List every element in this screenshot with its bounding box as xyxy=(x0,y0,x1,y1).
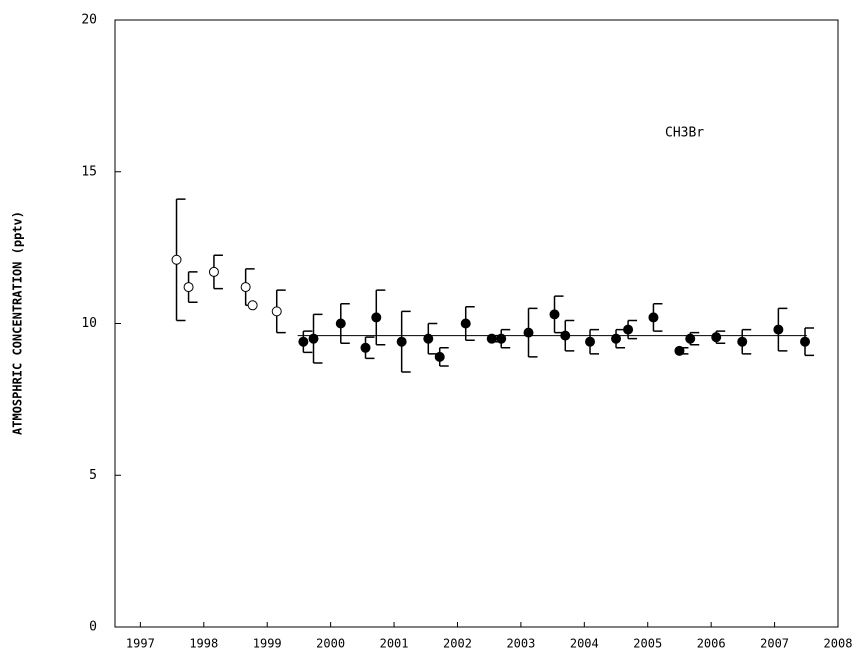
x-tick-label: 2002 xyxy=(443,637,472,651)
data-point xyxy=(585,336,596,347)
y-tick-label: 15 xyxy=(81,164,97,179)
data-point xyxy=(685,333,696,344)
x-tick-label: 2003 xyxy=(506,637,535,651)
y-tick-label: 0 xyxy=(89,620,97,635)
data-point xyxy=(623,324,634,335)
data-point xyxy=(183,282,194,293)
x-tick-label: 2005 xyxy=(633,637,662,651)
data-point xyxy=(423,333,434,344)
x-tick-label: 2001 xyxy=(380,637,409,651)
data-point xyxy=(360,342,371,353)
y-tick-label: 10 xyxy=(81,316,97,331)
data-point xyxy=(247,300,258,311)
x-tick-label: 2000 xyxy=(316,637,345,651)
data-point xyxy=(549,309,560,320)
data-point xyxy=(371,312,382,323)
data-point xyxy=(460,318,471,329)
y-tick-label: 20 xyxy=(81,13,97,28)
data-point xyxy=(171,254,182,265)
data-point xyxy=(611,333,622,344)
data-point xyxy=(434,351,445,362)
x-tick-label: 2008 xyxy=(824,637,853,651)
data-point xyxy=(308,333,319,344)
x-tick-label: 2006 xyxy=(697,637,726,651)
data-point xyxy=(486,333,497,344)
data-point xyxy=(711,332,722,343)
data-point xyxy=(208,266,219,277)
x-tick-label: 2007 xyxy=(760,637,789,651)
data-point xyxy=(271,306,282,317)
x-tick-label: 1998 xyxy=(189,637,218,651)
data-point xyxy=(298,336,309,347)
data-point xyxy=(523,327,534,338)
x-tick-label: 1999 xyxy=(253,637,282,651)
x-tick-label: 2004 xyxy=(570,637,599,651)
data-point xyxy=(674,345,685,356)
data-point xyxy=(335,318,346,329)
data-point xyxy=(648,312,659,323)
data-point xyxy=(773,324,784,335)
y-axis-label: ATMOSPHRIC CONCENTRATION (pptv) xyxy=(11,211,25,435)
data-point xyxy=(396,336,407,347)
data-point xyxy=(800,336,811,347)
data-point xyxy=(240,282,251,293)
data-point xyxy=(737,336,748,347)
plot-frame xyxy=(114,19,839,628)
annotation: CH3Br xyxy=(665,126,704,141)
y-tick-label: 5 xyxy=(89,468,97,483)
data-point xyxy=(496,333,507,344)
x-tick-label: 1997 xyxy=(126,637,155,651)
